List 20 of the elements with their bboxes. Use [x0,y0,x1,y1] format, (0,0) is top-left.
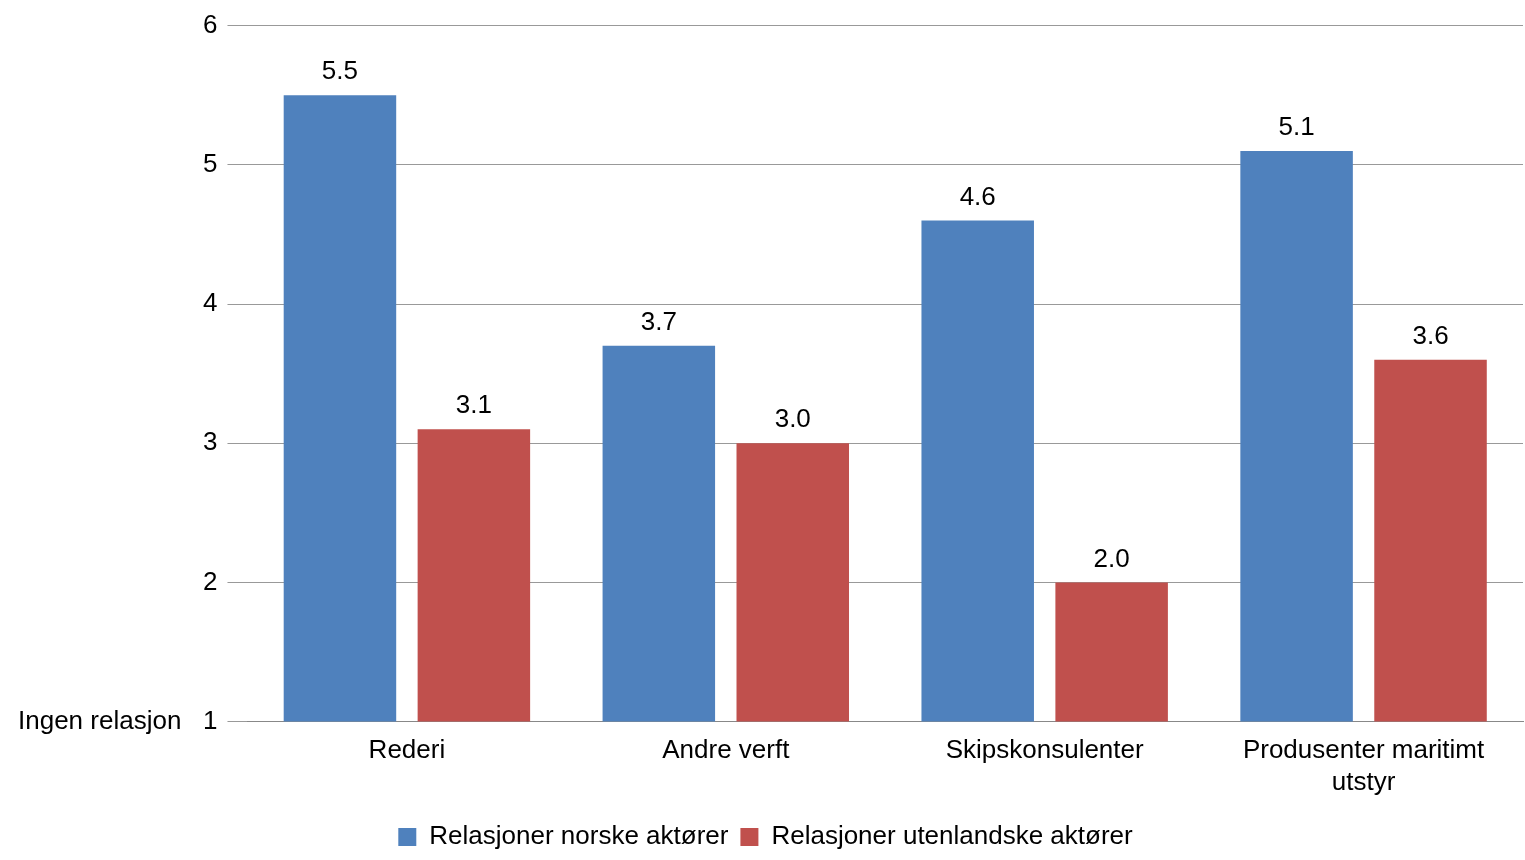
y-tick-label: Ingen relasjon 1 [18,704,218,735]
data-label: 3.6 [1412,319,1449,350]
x-tick-label: Skipskonsulenter [945,734,1145,765]
data-label: 5.5 [321,55,359,86]
y-tick-label: 5 [203,147,218,178]
data-label: 5.1 [1278,111,1315,142]
x-tick-label: Andre verft [662,734,791,765]
y-tick-label: 3 [203,426,218,457]
data-label: 4.6 [959,180,996,211]
x-tick-label: Rederi [368,734,446,765]
data-label: 3.1 [455,389,492,420]
legend-label: Relasjoner utenlandske aktører [771,820,1134,851]
y-tick-label: 4 [203,287,218,318]
y-tick-label: 2 [203,565,218,596]
data-label: 3.7 [640,305,677,336]
data-label: 2.0 [1093,542,1130,573]
legend-label: Relasjoner norske aktører [429,820,729,851]
y-tick-label: 6 [203,8,218,39]
x-tick-label: Produsenter maritimt utstyr [1242,734,1485,796]
data-label: 3.0 [774,403,811,434]
